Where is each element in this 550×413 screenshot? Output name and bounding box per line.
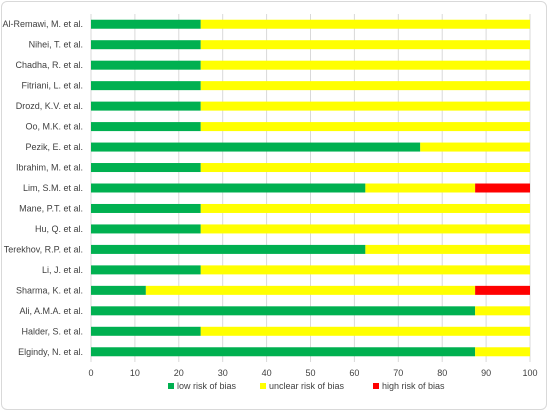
category-label: Sharma, K. et al. bbox=[16, 285, 83, 295]
x-tick-label: 50 bbox=[305, 368, 315, 378]
category-label: Chadha, R. et al. bbox=[15, 60, 83, 70]
category-label: Fitriani, L. et al. bbox=[21, 81, 83, 91]
bar-segment bbox=[200, 40, 530, 50]
bar-segment bbox=[200, 60, 530, 70]
category-label: Halder, S. et al. bbox=[21, 326, 83, 336]
legend-label: low risk of bias bbox=[177, 381, 237, 391]
legend-label: unclear risk of bias bbox=[269, 381, 345, 391]
category-label: Li, J. et al. bbox=[42, 265, 83, 275]
x-tick-label: 20 bbox=[174, 368, 184, 378]
bar-segment bbox=[200, 19, 530, 29]
legend-swatch bbox=[168, 383, 174, 389]
bar-segment bbox=[200, 122, 530, 132]
x-tick-label: 30 bbox=[218, 368, 228, 378]
x-tick-labels: 0 10 20 30 40 50 60 70 80 90 100 bbox=[88, 368, 537, 378]
bar-segment bbox=[475, 306, 530, 316]
bar-segment bbox=[475, 183, 530, 193]
category-label: Pezik, E. et al. bbox=[25, 142, 83, 152]
bar-segment bbox=[91, 265, 201, 275]
category-label: Terekhov, R.P. et al. bbox=[4, 244, 83, 254]
x-tick-label: 90 bbox=[481, 368, 491, 378]
bars bbox=[91, 19, 530, 357]
bar-segment bbox=[91, 60, 201, 70]
legend: low risk of bias unclear risk of bias high… bbox=[168, 381, 445, 391]
bar-segment bbox=[91, 224, 201, 234]
legend-swatch bbox=[373, 383, 379, 389]
bar-segment bbox=[200, 203, 530, 213]
bar-segment bbox=[200, 265, 530, 275]
x-tick-label: 10 bbox=[130, 368, 140, 378]
bar-segment bbox=[200, 81, 530, 91]
bar-segment bbox=[91, 81, 201, 91]
category-label: Oo, M.K. et al. bbox=[25, 122, 83, 132]
legend-label: high risk of bias bbox=[382, 381, 445, 391]
bar-segment bbox=[200, 326, 530, 336]
category-label: Drozd, K.V. et al. bbox=[16, 101, 83, 111]
bar-segment bbox=[91, 183, 366, 193]
bar-segment bbox=[420, 142, 530, 152]
bar-segment bbox=[91, 40, 201, 50]
bar-segment bbox=[91, 19, 201, 29]
bar-segment bbox=[365, 244, 530, 254]
category-label: Al-Remawi, M. et al. bbox=[2, 19, 83, 29]
category-labels: Al-Remawi, M. et al. Nihei, T. et al. Chad… bbox=[2, 19, 83, 357]
bar-segment bbox=[91, 122, 201, 132]
bar-segment bbox=[365, 183, 476, 193]
bar-segment bbox=[200, 163, 530, 173]
bar-segment bbox=[475, 347, 530, 357]
x-tick-label: 80 bbox=[437, 368, 447, 378]
bar-segment bbox=[91, 163, 201, 173]
bar-segment bbox=[200, 101, 530, 111]
category-label: Nihei, T. et al. bbox=[29, 40, 83, 50]
bar-segment bbox=[91, 285, 146, 295]
category-label: Ibrahim, M. et al. bbox=[16, 163, 83, 173]
bar-segment bbox=[91, 203, 201, 213]
category-label: Lim, S.M. et al. bbox=[23, 183, 83, 193]
category-label: Mane, P.T. et al. bbox=[19, 203, 83, 213]
x-tick-label: 70 bbox=[393, 368, 403, 378]
bar-segment bbox=[91, 101, 201, 111]
bar-segment bbox=[145, 285, 476, 295]
category-label: Elgindy, N. et al. bbox=[18, 347, 83, 357]
category-label: Hu, Q. et al. bbox=[35, 224, 83, 234]
bar-segment bbox=[91, 244, 366, 254]
bar-segment bbox=[91, 326, 201, 336]
bar-segment bbox=[475, 285, 530, 295]
bar-segment bbox=[91, 142, 421, 152]
legend-swatch bbox=[260, 383, 266, 389]
bar-segment bbox=[91, 347, 476, 357]
bar-segment bbox=[91, 306, 476, 316]
x-tick-label: 40 bbox=[262, 368, 272, 378]
x-tick-label: 0 bbox=[88, 368, 93, 378]
x-tick-label: 60 bbox=[349, 368, 359, 378]
x-tick-label: 100 bbox=[522, 368, 537, 378]
category-label: Ali, A.M.A. et al. bbox=[19, 306, 83, 316]
bar-segment bbox=[200, 224, 530, 234]
